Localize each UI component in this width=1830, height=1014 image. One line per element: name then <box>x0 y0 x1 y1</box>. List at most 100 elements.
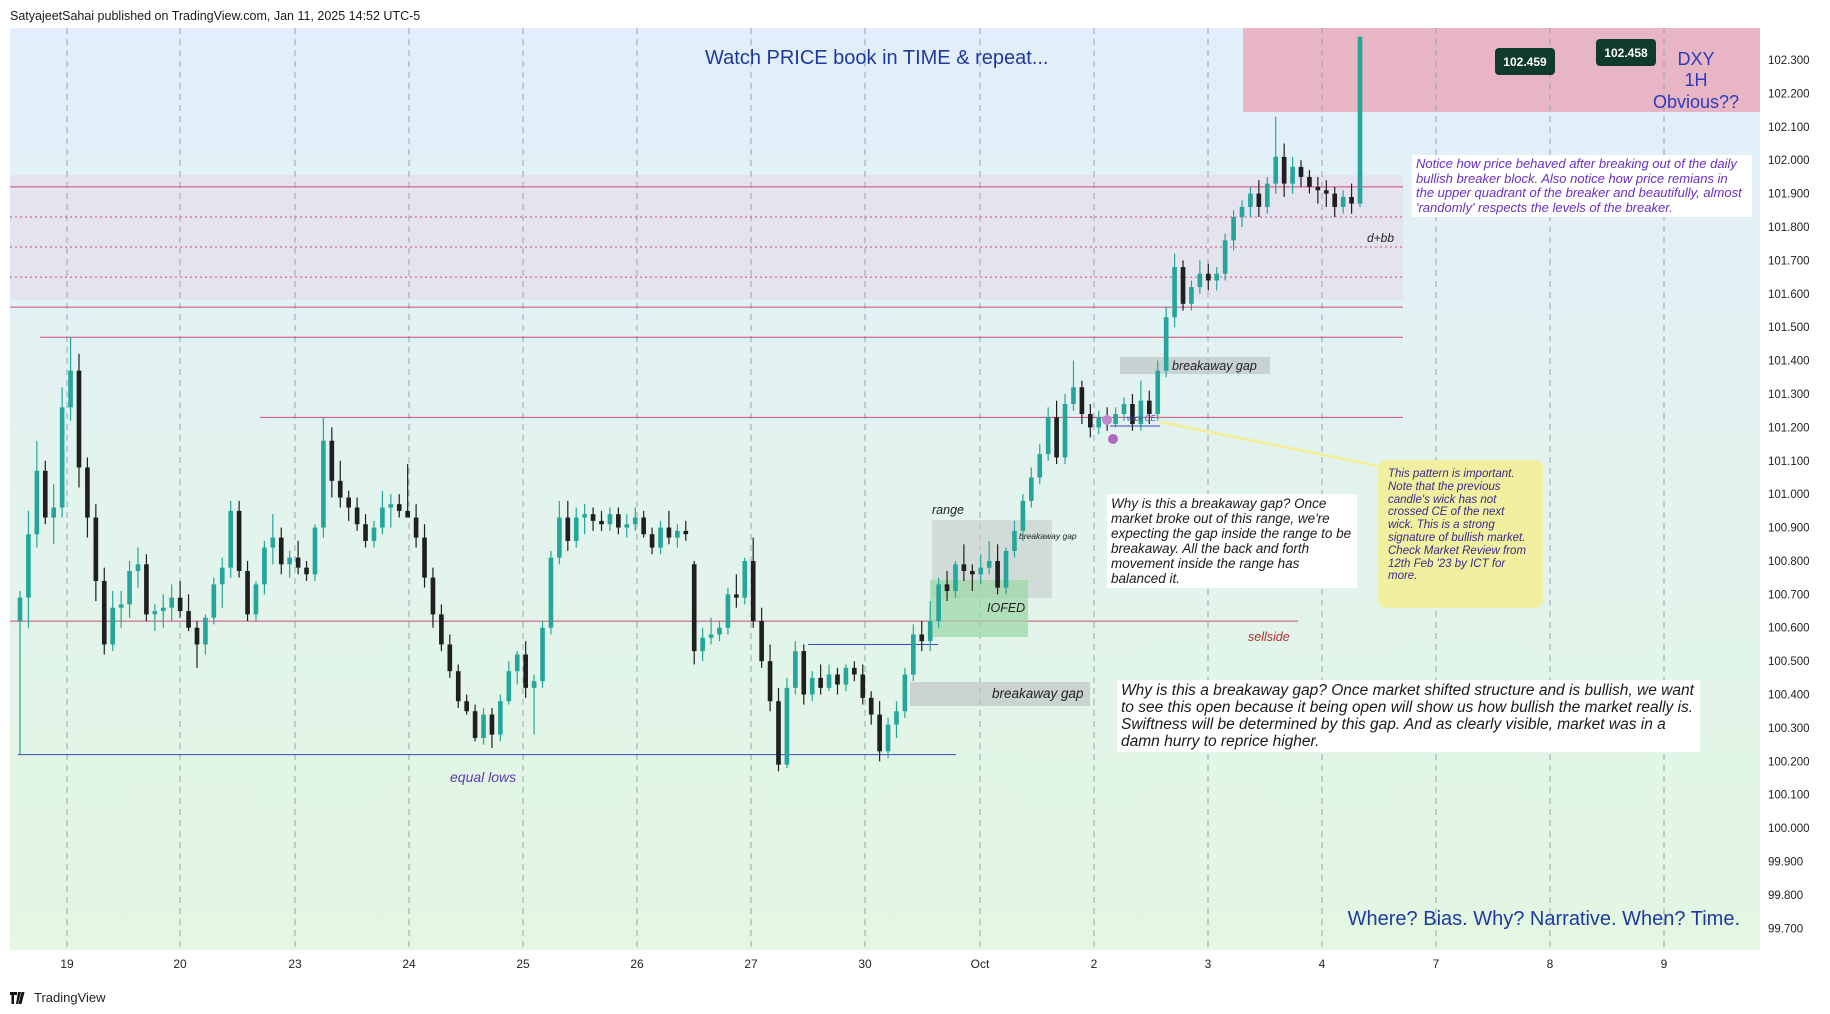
candle-body-19 <box>177 597 183 612</box>
lower-note-box: Why is this a breakaway gap? Once market… <box>1117 680 1700 752</box>
candle-body-100 <box>860 674 866 698</box>
wick-ce-dot-top <box>1102 415 1112 425</box>
price-chart[interactable]: Watch PRICE book in TIME & repeat... DXY… <box>0 0 1830 985</box>
candle-body-119 <box>1020 500 1026 531</box>
candle-body-110 <box>944 584 950 592</box>
x-tick-20: 20 <box>173 957 187 971</box>
candle-body-152 <box>1298 166 1304 177</box>
candle-body-22 <box>203 617 208 645</box>
candle-body-146 <box>1248 193 1253 207</box>
candle-body-23 <box>211 584 217 618</box>
candle-body-138 <box>1180 267 1186 304</box>
candle-body-10 <box>101 580 107 645</box>
x-tick-25: 25 <box>516 957 530 971</box>
y-tick-100.000: 100.000 <box>1768 823 1810 835</box>
candle-body-47 <box>413 517 419 538</box>
candle-body-126 <box>1079 387 1085 415</box>
y-tick-101.200: 101.200 <box>1768 422 1810 434</box>
publisher-header: SatyajeetSahai published on TradingView.… <box>10 9 421 23</box>
candle-body-58 <box>506 671 512 702</box>
candle-body-5 <box>59 407 65 508</box>
candle-body-84 <box>725 594 731 628</box>
candle-body-33 <box>295 557 301 568</box>
candle-body-99 <box>852 667 857 675</box>
y-tick-101.400: 101.400 <box>1768 356 1810 368</box>
candle-body-13 <box>127 570 132 605</box>
obvious-label: Obvious?? <box>1653 92 1739 112</box>
candle-body-92 <box>793 651 798 688</box>
candle-body-106 <box>911 634 916 675</box>
candle-body-83 <box>717 627 722 635</box>
candle-body-6 <box>68 370 73 408</box>
candle-body-65 <box>565 517 571 541</box>
candle-body-82 <box>708 634 714 638</box>
candle-body-107 <box>919 634 925 642</box>
time-axis-ticks: 19 20 23 24 25 26 27 30 Oct 2 3 4 7 8 9 <box>60 957 1667 971</box>
candle-body-26 <box>236 510 242 571</box>
candle-body-28 <box>253 584 259 615</box>
candle-body-53 <box>464 701 469 712</box>
candle-body-42 <box>371 527 377 541</box>
candle-body-36 <box>321 440 326 528</box>
candle-body-86 <box>742 560 748 598</box>
candle-body-48 <box>422 537 427 578</box>
y-tick-102.000: 102.000 <box>1768 155 1810 167</box>
equal-lows-label: equal lows <box>450 769 516 785</box>
candle-body-40 <box>354 507 360 525</box>
candle-body-111 <box>953 564 958 592</box>
price-axis-ticks: 102.300 102.200 102.100 102.000 101.900 101.8… <box>1768 55 1810 935</box>
x-tick-24: 24 <box>402 957 416 971</box>
breakaway-gap-lower-label: breakaway gap <box>992 686 1084 701</box>
candle-body-46 <box>405 510 410 518</box>
price-label-2: 102.458 <box>1596 39 1656 66</box>
candle-body-45 <box>396 504 402 511</box>
wick-ce-dot-bottom <box>1108 434 1118 444</box>
price-axis[interactable] <box>1760 28 1820 978</box>
candle-body-125 <box>1071 387 1076 405</box>
y-tick-100.900: 100.900 <box>1768 523 1810 535</box>
notice-note: Notice how price behaved after breaking … <box>1412 155 1752 217</box>
x-tick-7: 7 <box>1433 957 1440 971</box>
candle-body-144 <box>1231 216 1236 241</box>
candle-body-31 <box>278 537 284 565</box>
y-tick-100.200: 100.200 <box>1768 756 1810 768</box>
time-axis[interactable] <box>10 950 1760 978</box>
candles <box>17 36 1363 772</box>
candle-body-123 <box>1054 417 1059 458</box>
candle-body-75 <box>649 534 655 548</box>
x-tick-30: 30 <box>858 957 872 971</box>
candle-body-147 <box>1256 193 1262 207</box>
candle-body-21 <box>194 627 200 645</box>
candle-body-118 <box>1012 530 1017 551</box>
candle-body-95 <box>818 677 823 688</box>
y-tick-101.300: 101.300 <box>1768 389 1810 401</box>
candle-body-120 <box>1029 477 1034 501</box>
candle-body-109 <box>936 584 941 622</box>
y-tick-100.500: 100.500 <box>1768 656 1810 668</box>
candle-body-44 <box>388 504 394 508</box>
candle-body-156 <box>1332 193 1338 207</box>
candle-body-68 <box>590 514 596 521</box>
candle-body-56 <box>489 714 495 735</box>
candle-body-70 <box>607 514 613 525</box>
candle-body-62 <box>540 627 545 682</box>
y-tick-101.000: 101.000 <box>1768 489 1810 501</box>
candle-body-139 <box>1189 287 1194 304</box>
candle-body-59 <box>514 654 520 672</box>
y-tick-101.600: 101.600 <box>1768 289 1810 301</box>
candle-body-91 <box>784 687 790 765</box>
candle-body-74 <box>641 517 646 535</box>
candle-body-54 <box>472 711 478 738</box>
y-tick-99.700: 99.700 <box>1768 923 1803 935</box>
y-tick-101.900: 101.900 <box>1768 189 1810 201</box>
candle-body-69 <box>599 520 604 525</box>
candle-body-25 <box>228 510 234 568</box>
y-tick-101.700: 101.700 <box>1768 255 1810 267</box>
breakaway-gap-upper-label: breakaway gap <box>1172 359 1257 373</box>
candle-body-121 <box>1037 454 1043 478</box>
candle-body-24 <box>219 567 225 585</box>
candle-body-52 <box>455 671 461 702</box>
candle-body-93 <box>801 651 807 695</box>
candle-body-90 <box>776 701 781 765</box>
candle-body-81 <box>700 637 705 652</box>
